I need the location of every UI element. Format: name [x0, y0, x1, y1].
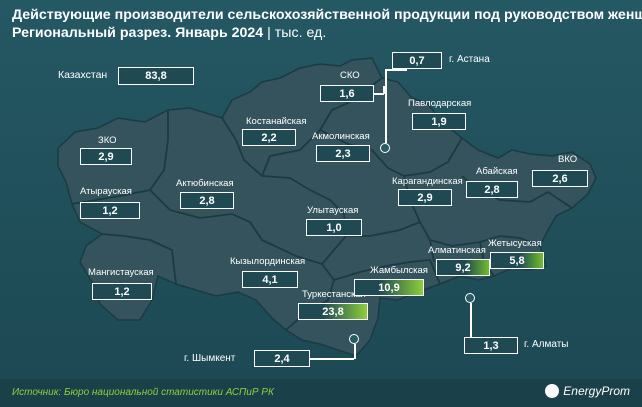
- region-border: [346, 221, 421, 237]
- region-label-karaganda: Карагандинская: [392, 176, 463, 187]
- region-label-ulytau: Улытауская: [307, 205, 359, 216]
- region-value-pavlodar: 1,9: [412, 113, 466, 130]
- region-label-almaty-region: Алматинская: [428, 245, 486, 256]
- almaty-value: 1,3: [464, 337, 518, 354]
- region-border: [403, 175, 541, 247]
- region-border: [221, 117, 311, 191]
- title-line-1: Действующие производители сельскохозяйст…: [12, 7, 642, 23]
- title-line-2: Региональный разрез. Январь 2024 | тыс. …: [12, 25, 327, 41]
- region-value-zko: 2,9: [80, 148, 132, 165]
- region-value-almaty-region: 9,2: [436, 259, 490, 276]
- leader-line-shymkent-2: [354, 344, 356, 359]
- region-label-atyrau: Атырауская: [80, 186, 132, 197]
- shymkent-value: 2,4: [254, 350, 310, 367]
- region-label-aktobe: Актюбинская: [176, 178, 234, 189]
- region-value-ulytau: 1,0: [306, 219, 362, 236]
- astana-value: 0,7: [392, 52, 442, 69]
- region-value-zhambyl: 10,9: [354, 279, 424, 296]
- leader-line-sko-2: [383, 86, 385, 94]
- region-value-kyzylorda: 4,1: [242, 271, 298, 288]
- leader-line-sko: [374, 93, 384, 95]
- region-value-kostanay: 2,2: [242, 129, 296, 146]
- leader-line-astana: [385, 69, 387, 143]
- kazakhstan-land: [57, 57, 597, 357]
- title-subtitle: Региональный разрез. Январь 2024: [12, 25, 264, 41]
- page-title: Действующие производители сельскохозяйст…: [12, 6, 642, 42]
- region-border: [285, 263, 335, 331]
- region-border: [101, 233, 177, 285]
- region-value-aktobe: 2,8: [180, 192, 234, 209]
- country-label: Казахстан: [58, 69, 108, 81]
- region-value-mangistau: 1,2: [92, 283, 152, 300]
- region-label-abai: Абайская: [476, 166, 518, 177]
- region-label-kostanay: Костанайская: [246, 116, 307, 127]
- region-label-zhambyl: Жамбылская: [370, 265, 428, 276]
- region-label-zhetysu: Жетысуская: [488, 238, 542, 249]
- shymkent-label: г. Шымкент: [184, 353, 236, 364]
- region-label-sko: СКО: [340, 70, 360, 81]
- region-label-mangistau: Мангистауская: [88, 267, 154, 278]
- region-border: [333, 259, 441, 285]
- shymkent-marker-icon: [349, 334, 359, 344]
- region-value-atyrau: 1,2: [80, 202, 140, 219]
- region-label-zko: ЗКО: [98, 135, 117, 146]
- footer: Источник: Бюро национальной статистики А…: [0, 379, 642, 407]
- leader-line-shymkent: [310, 358, 354, 360]
- leader-line-almaty: [470, 303, 472, 345]
- energyprom-logo-icon: [545, 384, 560, 398]
- brand-logo: EnergyProm: [545, 384, 630, 398]
- region-value-sko: 1,6: [320, 85, 374, 102]
- source-text: Источник: Бюро национальной статистики А…: [12, 387, 274, 398]
- country-value: 83,8: [118, 67, 194, 85]
- region-value-turkestan: 23,8: [298, 303, 368, 320]
- region-value-vko: 2,6: [532, 170, 588, 187]
- leader-line-astana-2: [385, 69, 407, 71]
- region-value-karaganda: 2,9: [398, 189, 452, 206]
- region-border: [149, 189, 323, 265]
- region-border: [429, 239, 435, 263]
- title-unit: тыс. ед.: [274, 25, 327, 41]
- region-label-vko: ВКО: [558, 154, 578, 165]
- region-value-abai: 2,8: [466, 181, 518, 198]
- region-label-turkestan: Туркестанская: [302, 289, 366, 300]
- region-border: [309, 189, 347, 265]
- astana-label: г. Астана: [449, 54, 490, 65]
- region-label-akmola: Акмолинская: [312, 131, 370, 142]
- region-value-zhetysu: 5,8: [490, 252, 544, 269]
- region-label-pavlodar: Павлодарская: [408, 98, 472, 109]
- astana-marker-icon: [380, 143, 390, 153]
- region-value-akmola: 2,3: [316, 145, 370, 162]
- almaty-label: г. Алматы: [524, 339, 569, 350]
- logo-text: EnergyProm: [563, 384, 630, 398]
- almaty-marker-icon: [465, 293, 475, 303]
- region-label-kyzylorda: Кызылординская: [230, 256, 306, 267]
